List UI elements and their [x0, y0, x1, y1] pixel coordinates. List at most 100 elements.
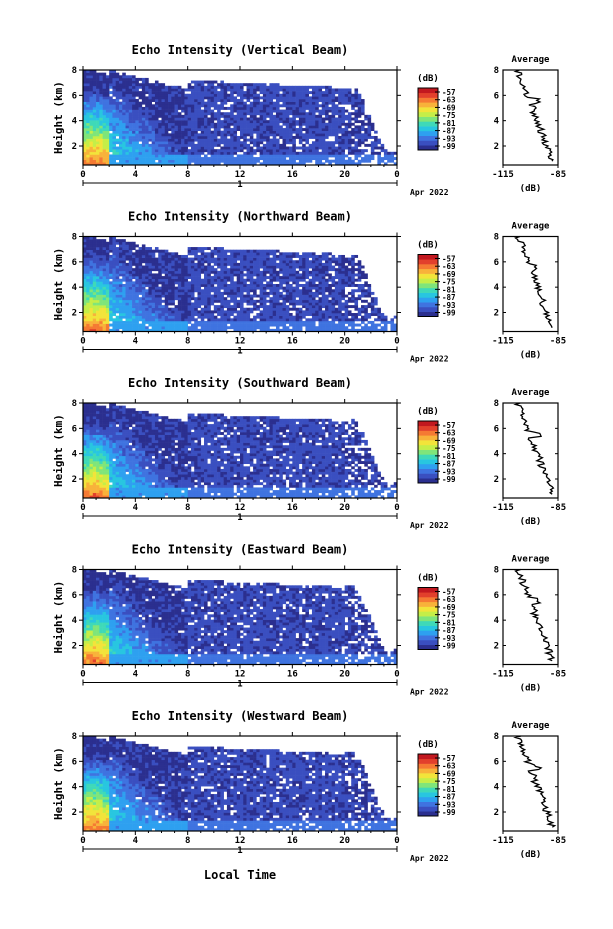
- colorbar-tick-label: -69: [442, 103, 456, 112]
- average-x-label: (dB): [520, 351, 542, 361]
- colorbar-tick-label: -63: [442, 262, 456, 271]
- x-tick-label: 4: [133, 170, 139, 180]
- echo-panel: Echo Intensity (Eastward Beam) Height (km…: [52, 543, 566, 697]
- y-tick-label: 6: [72, 91, 77, 101]
- x-tick-label: 0: [80, 670, 85, 680]
- average-y-tick-label: 6: [494, 591, 499, 601]
- colorbar-tick-label: -87: [442, 127, 456, 136]
- echo-panel: Echo Intensity (Vertical Beam) Height (km…: [52, 43, 566, 197]
- heatmap-cells: [83, 569, 398, 665]
- day-label: 1: [237, 513, 242, 523]
- average-x-tick-label: -85: [550, 836, 566, 846]
- colorbar-tick-label: -75: [442, 777, 456, 786]
- echo-panel: Echo Intensity (Southward Beam) Height (k…: [52, 376, 566, 530]
- average-frame: [502, 735, 559, 832]
- colorbar-tick-label: -93: [442, 134, 456, 143]
- x-tick-label: 12: [235, 170, 246, 180]
- x-tick-label: 20: [339, 670, 350, 680]
- x-tick-label: 20: [339, 337, 350, 347]
- x-tick-label: 12: [235, 670, 246, 680]
- x-tick-label: 20: [339, 503, 350, 513]
- average-y-tick-label: 6: [494, 757, 499, 767]
- colorbar-tick-label: -99: [442, 808, 456, 817]
- x-tick-label: 20: [339, 170, 350, 180]
- colorbar: [417, 587, 439, 650]
- average-y-tick-label: 4: [494, 450, 500, 460]
- x-tick-label: 0: [80, 836, 85, 846]
- average-y-tick-label: 2: [494, 642, 499, 652]
- colorbar-unit: (dB): [417, 574, 439, 584]
- y-tick-label: 4: [72, 783, 78, 793]
- x-tick-label: 12: [235, 503, 246, 513]
- average-frame: [502, 568, 559, 666]
- x-tick-label: 0: [394, 337, 399, 347]
- colorbar-tick-label: -57: [442, 421, 456, 430]
- average-frame: [502, 69, 559, 166]
- y-tick-label: 2: [72, 142, 77, 152]
- colorbar-tick-label: -93: [442, 467, 456, 476]
- date-label: Apr 2022: [410, 521, 449, 530]
- average-y-tick-label: 4: [494, 283, 500, 293]
- colorbar-tick-label: -87: [442, 460, 456, 469]
- average-y-tick-label: 8: [494, 233, 499, 243]
- average-title: Average: [512, 721, 551, 731]
- colorbar-tick-label: -99: [442, 142, 456, 151]
- average-x-tick-label: -85: [550, 670, 566, 680]
- heatmap-cells: [83, 736, 398, 832]
- colorbar-tick-label: -63: [442, 762, 456, 771]
- colorbar-tick-label: -93: [442, 301, 456, 310]
- colorbar-tick-label: -63: [442, 595, 456, 604]
- x-tick-label: 4: [133, 337, 139, 347]
- y-axis-label: Height (km): [52, 248, 65, 321]
- average-profile-line: [513, 735, 557, 828]
- average-y-tick-label: 8: [494, 66, 499, 76]
- colorbar-tick-label: -57: [442, 588, 456, 597]
- x-tick-label: 12: [235, 836, 246, 846]
- average-x-label: (dB): [520, 184, 542, 194]
- colorbar-tick-label: -57: [442, 255, 456, 264]
- colorbar-tick-label: -99: [442, 475, 456, 484]
- colorbar-unit: (dB): [417, 241, 439, 251]
- day-label: 1: [237, 680, 242, 690]
- x-tick-label: 8: [185, 836, 190, 846]
- x-tick-label: 0: [80, 337, 85, 347]
- panel-title: Echo Intensity (Northward Beam): [128, 210, 352, 224]
- colorbar-tick-label: -81: [442, 119, 456, 128]
- average-profile-line: [513, 402, 555, 495]
- colorbar-tick-label: -81: [442, 785, 456, 794]
- x-tick-label: 8: [185, 337, 190, 347]
- colorbar-unit: (dB): [417, 74, 439, 84]
- x-tick-label: 12: [235, 337, 246, 347]
- average-y-tick-label: 8: [494, 566, 499, 576]
- day-label: 1: [237, 347, 242, 357]
- x-tick-label: 0: [394, 170, 399, 180]
- y-tick-label: 4: [72, 117, 78, 127]
- date-label: Apr 2022: [410, 188, 449, 197]
- y-axis-label: Height (km): [52, 581, 65, 654]
- colorbar-tick-label: -75: [442, 444, 456, 453]
- colorbar-tick-label: -75: [442, 111, 456, 120]
- echo-panel: Echo Intensity (Westward Beam) Height (km…: [52, 709, 566, 863]
- average-x-tick-label: -115: [492, 503, 514, 513]
- y-tick-label: 8: [72, 732, 77, 742]
- average-title: Average: [512, 222, 551, 232]
- y-tick-label: 2: [72, 475, 77, 485]
- x-tick-label: 4: [133, 670, 139, 680]
- x-tick-label: 0: [394, 836, 399, 846]
- colorbar-tick-label: -63: [442, 429, 456, 438]
- colorbar-tick-label: -99: [442, 309, 456, 318]
- x-tick-label: 4: [133, 503, 139, 513]
- colorbar-tick-label: -69: [442, 769, 456, 778]
- colorbar-tick-label: -93: [442, 800, 456, 809]
- panel-title: Echo Intensity (Westward Beam): [132, 709, 349, 723]
- y-tick-label: 6: [72, 258, 77, 268]
- x-tick-label: 16: [287, 503, 298, 513]
- colorbar-unit: (dB): [417, 740, 439, 750]
- x-tick-label: 8: [185, 670, 190, 680]
- colorbar-tick-label: -99: [442, 642, 456, 651]
- y-tick-label: 2: [72, 642, 77, 652]
- x-tick-label: 4: [133, 836, 139, 846]
- day-label: 1: [237, 846, 242, 856]
- average-x-tick-label: -85: [550, 337, 566, 347]
